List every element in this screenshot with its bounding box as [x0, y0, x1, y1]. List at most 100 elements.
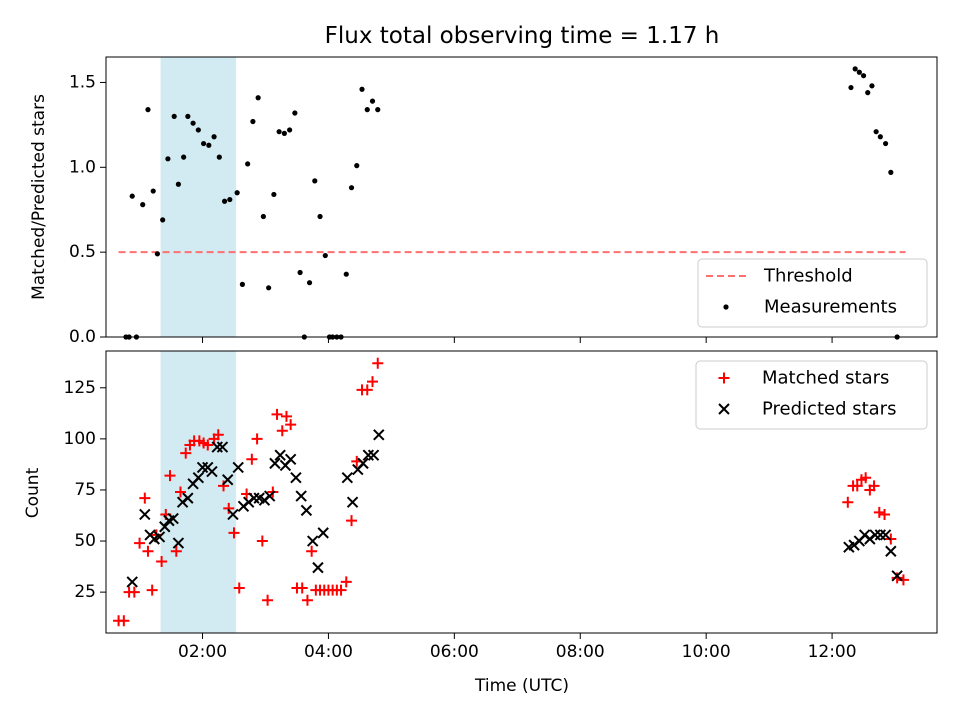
bottom-y-axis-label: Count: [23, 467, 43, 518]
data-marker: [372, 357, 384, 369]
data-marker: [290, 471, 302, 484]
data-point: [206, 142, 212, 148]
legend-label: Threshold: [763, 266, 853, 287]
legend: Matched stars Predicted stars: [695, 360, 928, 430]
legend-label: Predicted stars: [762, 399, 896, 420]
data-marker: [276, 425, 288, 437]
data-marker: [167, 512, 179, 525]
y-tick-label: 75: [74, 480, 96, 500]
data-marker: [248, 492, 260, 504]
data-marker: [361, 384, 373, 396]
data-marker: [218, 480, 230, 492]
data-marker: [280, 410, 292, 422]
data-point: [312, 178, 318, 184]
data-point: [211, 134, 217, 140]
data-marker: [174, 486, 186, 498]
x-tick-label: 04:00: [304, 642, 353, 662]
data-marker: [842, 496, 854, 508]
data-point: [287, 127, 293, 133]
data-point: [145, 107, 151, 113]
data-point: [227, 196, 233, 203]
data-point: [865, 90, 871, 96]
data-marker: [879, 508, 891, 520]
data-marker: [233, 582, 245, 594]
data-marker: [274, 449, 286, 461]
data-marker: [180, 447, 192, 459]
data-marker: [134, 537, 146, 549]
data-marker: [146, 584, 158, 596]
data-marker: [164, 470, 176, 482]
data-marker: [306, 535, 319, 547]
data-marker: [317, 527, 329, 539]
data-point: [266, 285, 272, 291]
x-tick-label: 06:00: [430, 642, 479, 662]
data-marker: [897, 574, 909, 586]
data-marker: [341, 471, 354, 484]
data-marker: [206, 465, 218, 478]
data-marker: [227, 508, 239, 521]
data-marker: [335, 584, 347, 596]
data-marker: [284, 453, 297, 466]
data-point: [216, 154, 222, 160]
data-point: [869, 83, 875, 89]
data-marker: [346, 496, 359, 508]
data-marker: [295, 490, 307, 502]
shaded-region: [160, 57, 237, 337]
data-marker: [885, 545, 897, 557]
top-y-axis-label: Matched/Predicted stars: [29, 94, 49, 300]
x-tick-label: 12:00: [808, 642, 857, 662]
data-marker: [346, 515, 358, 527]
data-point: [322, 252, 328, 259]
data-point: [190, 120, 196, 126]
data-point: [359, 86, 365, 92]
data-marker: [271, 408, 283, 420]
legend-swatch: [718, 403, 730, 415]
data-point: [239, 281, 246, 287]
data-marker: [202, 439, 214, 451]
data-marker: [362, 449, 375, 461]
data-marker: [251, 433, 263, 445]
data-point: [364, 107, 370, 113]
data-marker: [192, 471, 205, 484]
data-point: [129, 193, 135, 199]
y-tick-label: 0.5: [69, 242, 96, 262]
data-marker: [170, 545, 182, 557]
data-marker: [118, 615, 130, 627]
data-marker: [312, 561, 324, 574]
data-point: [221, 198, 228, 204]
data-marker: [873, 506, 885, 518]
data-point: [171, 113, 177, 119]
data-marker: [860, 472, 872, 484]
data-point: [185, 113, 191, 119]
plot-frame: [105, 350, 938, 634]
data-point: [354, 163, 360, 169]
data-marker: [285, 419, 297, 431]
legend-box: [697, 258, 928, 328]
data-marker: [891, 570, 903, 582]
plot-frame: [105, 56, 938, 338]
data-marker: [891, 572, 903, 584]
data-marker: [367, 449, 380, 461]
data-point: [882, 140, 889, 147]
data-marker: [300, 504, 313, 517]
series-matched-stars: [113, 357, 909, 627]
data-marker: [296, 582, 308, 594]
y-tick-label: 1.0: [69, 157, 96, 177]
data-point: [150, 188, 156, 194]
chart-title: Flux total observing time = 1.17 h: [325, 23, 720, 49]
data-marker: [256, 535, 268, 547]
data-point: [375, 107, 381, 113]
series-predicted-stars: [126, 429, 903, 588]
data-point: [165, 156, 171, 162]
data-marker: [367, 376, 379, 388]
bottom-plot-area: 02:00 04:00 06:00 08:00 10:00 12:00 25 50 75 100 1…: [64, 350, 938, 662]
data-marker: [874, 529, 887, 541]
data-point: [848, 84, 854, 91]
data-point: [260, 213, 266, 220]
data-marker: [156, 555, 168, 567]
data-marker: [263, 490, 276, 502]
data-marker: [232, 461, 244, 474]
data-point: [292, 110, 298, 116]
data-marker: [869, 529, 881, 541]
